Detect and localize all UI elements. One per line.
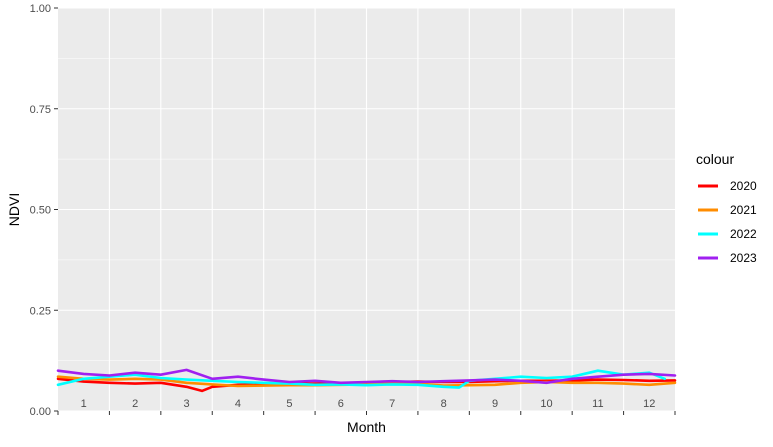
y-tick-label: 0.25 xyxy=(30,305,51,317)
x-axis-title: Month xyxy=(347,419,386,435)
y-tick-label: 0.75 xyxy=(30,104,51,116)
series-lines xyxy=(56,368,677,393)
x-tick-label: 6 xyxy=(338,398,344,410)
x-tick-label: 3 xyxy=(183,398,189,410)
legend-label-2021: 2021 xyxy=(730,203,757,217)
grid-lines xyxy=(58,7,675,412)
y-axis: 0.00 0.25 0.50 0.75 1.00 xyxy=(30,3,58,418)
x-tick-label: 5 xyxy=(286,398,292,410)
x-tick-label: 7 xyxy=(389,398,395,410)
x-tick-label: 9 xyxy=(492,398,498,410)
x-tick-label: 12 xyxy=(643,398,655,410)
x-tick-label: 8 xyxy=(441,398,447,410)
legend-title: colour xyxy=(696,151,734,167)
x-tick-label: 1 xyxy=(81,398,87,410)
series-line-2022 xyxy=(56,369,667,389)
legend-label-2020: 2020 xyxy=(730,179,757,193)
y-tick-label: 1.00 xyxy=(30,3,51,15)
x-tick-label: 4 xyxy=(235,398,241,410)
y-axis-title: NDVI xyxy=(6,193,22,226)
x-tick-label: 2 xyxy=(132,398,138,410)
x-axis: 1 2 3 4 5 6 7 8 9 10 11 12 xyxy=(57,398,676,415)
y-tick-label: 0.50 xyxy=(30,205,51,217)
x-tick-label: 10 xyxy=(540,398,552,410)
y-tick-label: 0.00 xyxy=(30,406,51,418)
x-tick-label: 11 xyxy=(592,398,603,410)
legend: colour 2020 2021 2022 2023 xyxy=(696,151,757,265)
series-line-2023 xyxy=(56,368,677,385)
legend-label-2023: 2023 xyxy=(730,251,757,265)
legend-label-2022: 2022 xyxy=(730,227,757,241)
